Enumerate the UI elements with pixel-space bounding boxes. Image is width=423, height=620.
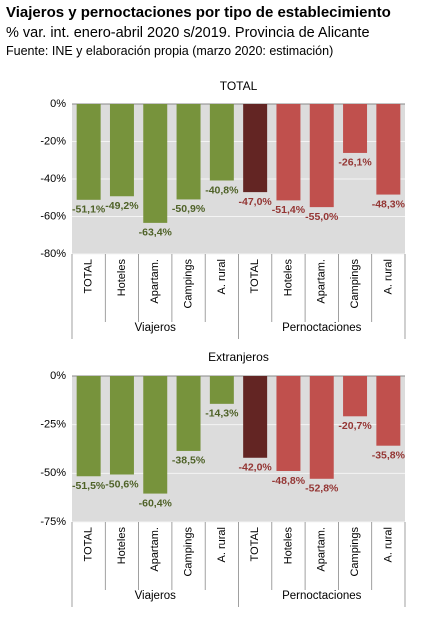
value-label: -49,2% xyxy=(105,200,139,212)
x-tick-label: Hoteles xyxy=(282,527,294,565)
bar xyxy=(243,104,268,193)
x-tick-label: Apartam. xyxy=(316,527,328,572)
bar xyxy=(376,376,401,446)
x-tick-label: TOTAL xyxy=(249,527,261,561)
y-tick-label: 0% xyxy=(50,370,66,382)
value-label: -35,8% xyxy=(372,449,406,461)
value-label: -52,8% xyxy=(305,483,339,495)
chart-title: Extranjeros xyxy=(208,350,269,364)
bar xyxy=(276,104,301,201)
bar xyxy=(143,104,168,223)
x-tick-label: Campings xyxy=(182,259,194,309)
bar xyxy=(76,376,101,477)
x-tick-label: Apartam. xyxy=(149,259,161,304)
subtitle: % var. int. enero-abril 2020 s/2019. Pro… xyxy=(6,25,370,41)
source: Fuente: INE y elaboración propia (marzo … xyxy=(6,44,333,58)
x-tick-label: TOTAL xyxy=(83,527,95,561)
x-tick-label: Campings xyxy=(182,527,194,577)
y-tick-label: -80% xyxy=(40,248,66,260)
value-label: -51,4% xyxy=(272,204,306,216)
bar xyxy=(143,376,168,494)
bar xyxy=(343,104,368,153)
value-label: -40,8% xyxy=(205,184,239,196)
value-label: -63,4% xyxy=(139,227,173,239)
group-label: Pernoctaciones xyxy=(282,322,362,334)
bar xyxy=(343,376,368,417)
bar xyxy=(243,376,268,458)
value-label: -20,7% xyxy=(338,420,372,432)
bar xyxy=(376,104,401,195)
bar xyxy=(309,104,334,208)
value-label: -55,0% xyxy=(305,211,339,223)
x-tick-label: Hoteles xyxy=(116,259,128,297)
value-label: -51,5% xyxy=(72,480,106,492)
value-label: -42,0% xyxy=(239,462,273,474)
bar xyxy=(109,104,134,197)
y-tick-label: 0% xyxy=(50,98,66,110)
value-label: -48,3% xyxy=(372,198,406,210)
value-label: -26,1% xyxy=(338,157,372,169)
value-label: -60,4% xyxy=(139,497,173,509)
bar xyxy=(76,104,101,200)
y-tick-label: -75% xyxy=(40,516,66,528)
bar xyxy=(176,376,201,451)
bar xyxy=(209,376,234,404)
x-tick-label: TOTAL xyxy=(83,259,95,293)
x-tick-label: TOTAL xyxy=(249,259,261,293)
x-tick-label: Apartam. xyxy=(149,527,161,572)
x-tick-label: Apartam. xyxy=(316,259,328,304)
group-label: Pernoctaciones xyxy=(282,590,362,602)
x-tick-label: Campings xyxy=(349,259,361,309)
value-label: -50,6% xyxy=(105,478,139,490)
value-label: -51,1% xyxy=(72,204,106,216)
bar xyxy=(176,104,201,200)
x-tick-label: Campings xyxy=(349,527,361,577)
chart-title: TOTAL xyxy=(220,79,258,93)
value-label: -38,5% xyxy=(172,455,206,467)
y-tick-label: -20% xyxy=(40,135,66,147)
x-tick-label: Hoteles xyxy=(116,527,128,565)
value-label: -47,0% xyxy=(239,196,273,208)
x-tick-label: A. rural xyxy=(382,259,394,294)
bar xyxy=(209,104,234,181)
x-tick-label: A. rural xyxy=(216,259,228,294)
bar xyxy=(309,376,334,479)
group-label: Viajeros xyxy=(135,590,177,602)
y-tick-label: -50% xyxy=(40,467,66,479)
y-tick-label: -25% xyxy=(40,419,66,431)
x-tick-label: Hoteles xyxy=(282,259,294,297)
value-label: -14,3% xyxy=(205,408,239,420)
value-label: -50,9% xyxy=(172,203,206,215)
group-label: Viajeros xyxy=(135,322,177,334)
bar xyxy=(109,376,134,475)
x-tick-label: A. rural xyxy=(216,527,228,562)
page-title: Viajeros y pernoctaciones por tipo de es… xyxy=(6,4,391,21)
value-label: -48,8% xyxy=(272,475,306,487)
y-tick-label: -60% xyxy=(40,210,66,222)
x-tick-label: A. rural xyxy=(382,527,394,562)
bar xyxy=(276,376,301,471)
y-tick-label: -40% xyxy=(40,173,66,185)
